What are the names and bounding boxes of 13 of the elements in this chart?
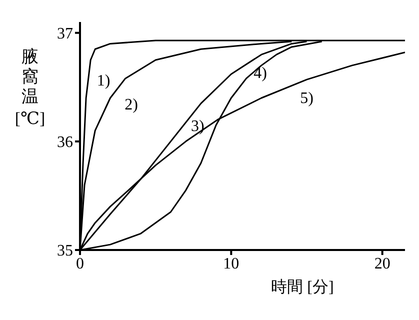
y-tick-label: 37 <box>57 26 73 43</box>
y-tick-label: 36 <box>57 134 73 152</box>
x-tick-label: 10 <box>223 255 240 272</box>
series-label: 2) <box>124 96 138 114</box>
series-label: 4) <box>254 65 267 82</box>
x-axis-title: 時間 [分] <box>271 278 334 296</box>
x-tick-label: 20 <box>374 255 390 272</box>
series-label: 5) <box>300 90 314 108</box>
series-label: 3) <box>191 118 204 136</box>
y-tick-label: 35 <box>57 242 73 260</box>
y-axis-title: 腋窩温 [℃] <box>14 47 46 128</box>
series-label: 1) <box>96 72 110 90</box>
x-tick-label: 0 <box>76 255 84 272</box>
